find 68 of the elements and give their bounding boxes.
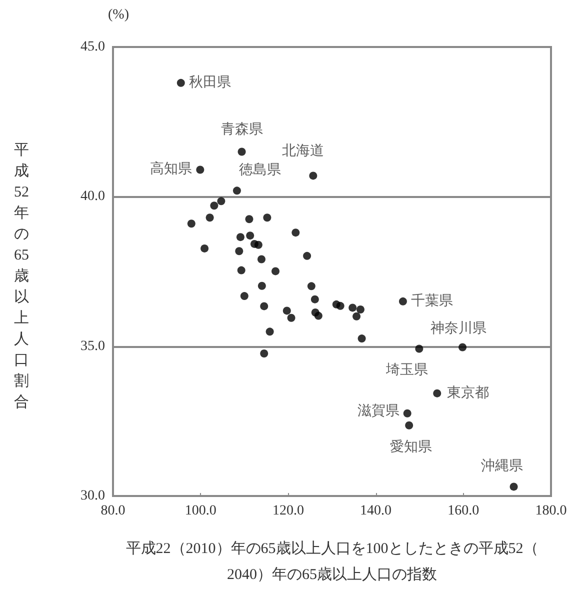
annotation: 滋賀県 xyxy=(357,402,400,419)
point xyxy=(510,482,518,491)
point xyxy=(263,214,272,222)
point xyxy=(254,240,262,249)
annotation: 秋田県 xyxy=(188,74,231,90)
annotation: 徳島県 xyxy=(238,162,281,178)
point xyxy=(314,312,322,320)
point xyxy=(236,233,244,242)
point xyxy=(287,314,296,322)
point xyxy=(282,306,291,315)
x-tick-label: 100.0 xyxy=(184,504,216,518)
text: 平成52年の65歳以上人口割合 xyxy=(14,142,29,410)
point xyxy=(403,409,412,418)
point xyxy=(303,252,312,260)
point xyxy=(232,186,241,195)
annotation: 東京都 xyxy=(447,384,490,401)
point xyxy=(272,267,280,276)
point xyxy=(200,244,209,252)
point xyxy=(260,302,268,310)
point xyxy=(176,78,185,87)
point xyxy=(309,172,318,180)
point xyxy=(260,350,268,358)
point xyxy=(310,295,319,304)
point xyxy=(266,328,274,336)
point xyxy=(246,232,254,240)
annotation: 北海道 xyxy=(282,143,324,160)
point xyxy=(258,282,266,290)
x-tick-label: 140.0 xyxy=(360,504,392,518)
point xyxy=(405,421,414,430)
point xyxy=(398,297,407,306)
point xyxy=(352,312,361,320)
point xyxy=(433,389,442,398)
annotation: 千葉県 xyxy=(410,292,453,309)
y-tick-label: 35.0 xyxy=(80,338,105,354)
x-tick-label: 120.0 xyxy=(272,504,304,518)
point xyxy=(415,344,424,353)
point xyxy=(307,282,316,290)
text: (%) xyxy=(108,8,130,22)
point xyxy=(240,292,248,300)
point xyxy=(237,266,246,274)
annotation: 埼玉県 xyxy=(385,362,428,378)
point xyxy=(210,202,218,210)
point xyxy=(458,343,467,352)
point xyxy=(217,197,226,206)
point xyxy=(348,304,357,312)
x-tick-label: 180.0 xyxy=(535,504,567,518)
x-axis-title: 平成22（2010）年の65歳以上人口を100としたときの平成52（2040）年の65歳以上人口の指数 xyxy=(126,540,538,583)
y-tick-label: 30.0 xyxy=(80,488,105,504)
annotation: 青森県 xyxy=(220,121,263,138)
point xyxy=(196,166,204,174)
annotation: 高知県 xyxy=(150,161,192,178)
point xyxy=(292,228,300,237)
point xyxy=(245,215,254,224)
x-tick-label: 160.0 xyxy=(448,504,480,518)
point xyxy=(358,334,366,343)
point xyxy=(235,247,244,256)
annotation: 愛知県 xyxy=(390,438,432,455)
y-tick-label: 45.0 xyxy=(80,40,105,54)
point xyxy=(238,148,246,156)
x-tick-label: 80.0 xyxy=(100,504,126,518)
point xyxy=(336,302,344,310)
annotation: 沖縄県 xyxy=(480,458,523,474)
annotation: 神奈川県 xyxy=(430,320,487,337)
point xyxy=(356,306,364,314)
y-tick-label: 40.0 xyxy=(80,189,105,204)
point xyxy=(257,255,266,264)
point xyxy=(206,214,214,222)
point xyxy=(187,220,196,228)
